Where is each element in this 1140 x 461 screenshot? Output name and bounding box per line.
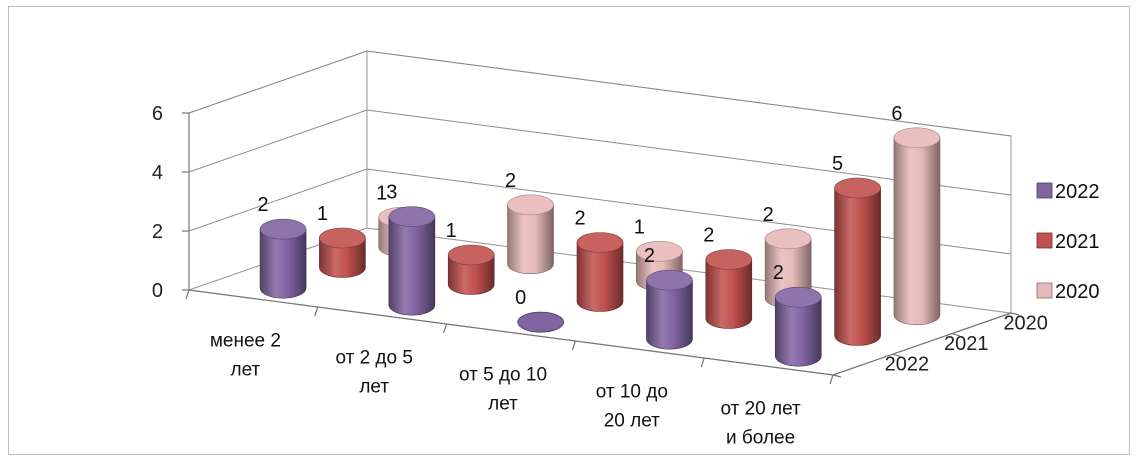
- y-tick-label: 0: [152, 280, 163, 302]
- chart-3d-cylinder: 0 2 4 6 менее 2 лет от 2 до 5 лет от 5 до 10 лет о…: [152, 50, 1100, 449]
- legend-swatch: [1036, 282, 1053, 299]
- x-tick-mark: [314, 306, 319, 317]
- data-label: 2: [574, 208, 585, 230]
- data-label: 2: [703, 225, 714, 247]
- data-label: 2: [258, 194, 269, 216]
- depth-tick-mark: [1010, 312, 1020, 316]
- x-tick-label: от 5 до 10 лет: [459, 365, 547, 415]
- bar-2022-0: [259, 218, 307, 299]
- x-tick-label: от 10 до 20 лет: [596, 382, 668, 432]
- data-label: 1: [634, 216, 645, 238]
- data-label: 2: [644, 245, 655, 267]
- y-tick-label: 2: [152, 221, 163, 243]
- chart-legend: 2022 2021 2020: [1036, 181, 1100, 303]
- x-tick-label: от 2 до 5 лет: [335, 348, 412, 398]
- bar-2021-2: [576, 232, 624, 312]
- bar-2022-1: [388, 206, 436, 316]
- chart-frame: 0 2 4 6 менее 2 лет от 2 до 5 лет от 5 до 10 лет о…: [8, 6, 1130, 455]
- x-tick-mark: [829, 374, 834, 385]
- depth-tick-label: 2022: [885, 354, 930, 376]
- legend-swatch: [1036, 182, 1053, 199]
- x-tick-label: менее 2 лет: [210, 331, 281, 381]
- legend-item-2022: 2022: [1036, 181, 1100, 203]
- chart-walls: [188, 50, 1012, 376]
- bar-2021-1: [447, 244, 495, 295]
- depth-tick-label: 2020: [1003, 312, 1047, 334]
- depth-tick-mark: [832, 374, 842, 378]
- data-label: 2: [773, 262, 784, 284]
- chart-axes: 0 2 4 6 менее 2 лет от 2 до 5 лет от 5 до 10 лет о…: [152, 103, 1048, 449]
- legend-item-2021: 2021: [1036, 231, 1100, 253]
- x-axis-line: [188, 289, 834, 376]
- gridline: [188, 109, 1012, 196]
- legend-item-2020: 2020: [1036, 281, 1100, 303]
- y-tick-label: 6: [152, 103, 163, 125]
- gridline: [188, 50, 1012, 137]
- x-tick-mark: [443, 323, 448, 334]
- bar-2021-4: [834, 177, 881, 346]
- legend-swatch: [1036, 232, 1053, 249]
- chart-bars: [259, 127, 941, 367]
- data-label: 1: [317, 203, 328, 225]
- bar-2022-3: [646, 269, 693, 350]
- y-tick-label: 4: [152, 162, 163, 184]
- x-tick-mark: [700, 357, 705, 368]
- x-tick-label: от 20 лет и более: [720, 399, 801, 449]
- data-label: 1: [446, 220, 457, 242]
- bar-2020-1: [507, 194, 554, 275]
- data-label: 6: [891, 103, 902, 125]
- data-label: 5: [832, 153, 843, 175]
- x-tick-mark: [571, 340, 576, 351]
- bar-2021-3: [705, 249, 753, 329]
- legend-label: 2020: [1055, 281, 1100, 303]
- legend-label: 2021: [1055, 231, 1100, 253]
- bar-2021-0: [319, 227, 366, 278]
- depth-tick-label: 2021: [944, 333, 989, 355]
- depth-axis-line: [832, 312, 1012, 376]
- bar-2022-2: [517, 311, 565, 333]
- data-label: 0: [515, 287, 526, 309]
- x-tick-mark: [185, 289, 190, 300]
- bar-2022-4: [774, 286, 822, 367]
- depth-tick-mark: [892, 353, 901, 357]
- data-label: 1: [376, 182, 387, 204]
- data-label: 2: [763, 204, 774, 226]
- bar-2020-4: [893, 127, 941, 326]
- chart-labels: 1 2 1 2 6 1 1 2 2 5 2 3 0 2 2: [258, 103, 903, 309]
- gridline: [188, 168, 1012, 255]
- legend-label: 2022: [1055, 181, 1100, 203]
- data-label: 3: [386, 182, 397, 204]
- data-label: 2: [505, 170, 516, 192]
- depth-tick-mark: [951, 333, 960, 337]
